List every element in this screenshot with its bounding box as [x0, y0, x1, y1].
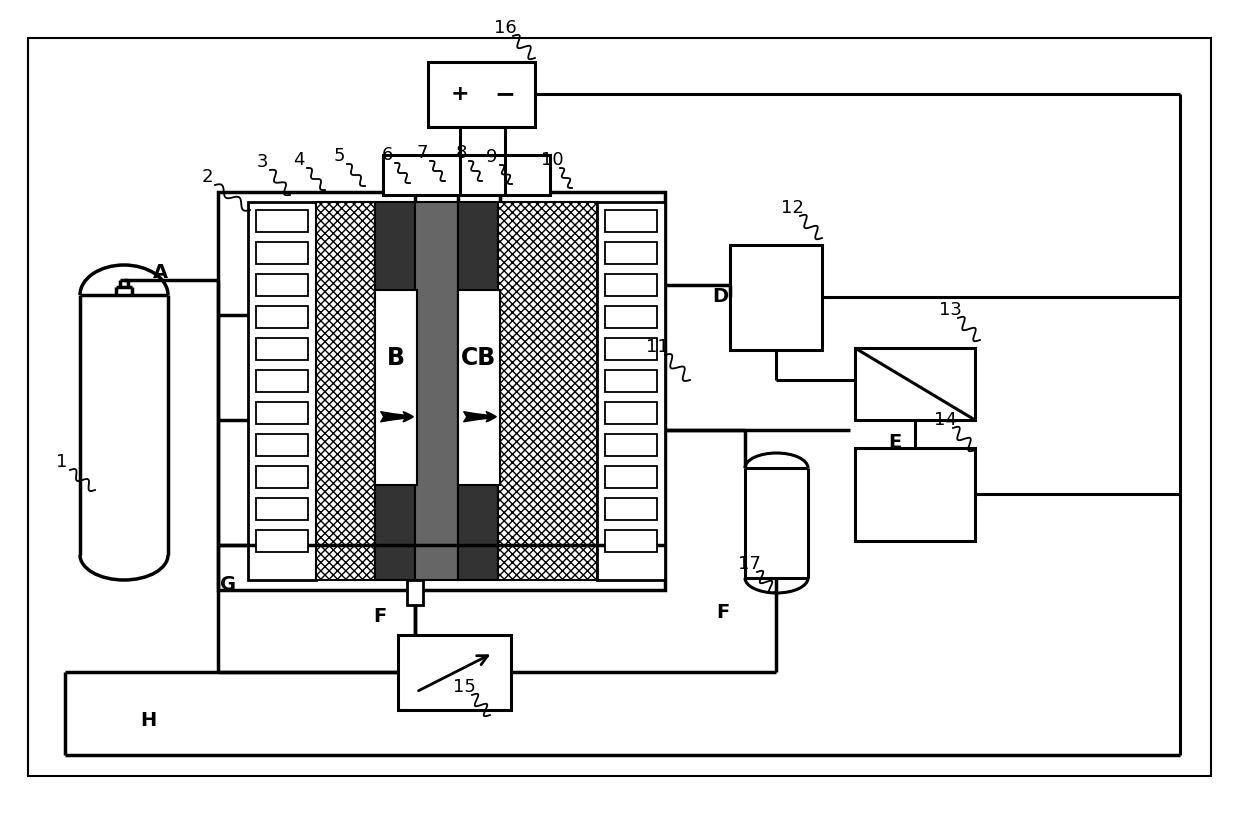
Text: F: F [716, 603, 730, 623]
Text: 17: 17 [737, 555, 761, 573]
Text: 11: 11 [646, 338, 668, 356]
Bar [375, 202, 415, 580]
Bar [605, 466, 657, 488]
Text: 2: 2 [201, 168, 213, 186]
Bar [256, 466, 309, 488]
Bar [605, 434, 657, 456]
Bar [218, 192, 665, 590]
Bar [256, 210, 309, 232]
Bar [398, 635, 510, 710]
Text: 3: 3 [256, 153, 268, 171]
Text: 15: 15 [452, 678, 476, 696]
Bar [730, 245, 821, 350]
Text: 8: 8 [455, 144, 467, 162]
Bar [855, 348, 975, 420]
Bar [427, 62, 535, 127]
Text: 6: 6 [382, 146, 393, 164]
Text: A: A [152, 262, 167, 282]
Text: +: + [451, 84, 470, 104]
Text: 10: 10 [540, 151, 564, 169]
Bar [605, 402, 657, 424]
Bar [605, 370, 657, 392]
Bar [605, 530, 657, 552]
Bar [458, 290, 501, 485]
Bar [316, 202, 375, 580]
Bar [256, 498, 309, 520]
Bar [415, 202, 458, 580]
Text: 13: 13 [939, 301, 961, 319]
Text: D: D [712, 287, 729, 307]
Bar [256, 338, 309, 360]
Text: 12: 12 [781, 199, 803, 217]
Bar [256, 402, 309, 424]
Bar [406, 580, 422, 605]
Bar [605, 498, 657, 520]
Bar [597, 202, 665, 580]
Bar [375, 290, 418, 485]
Text: E: E [888, 432, 902, 452]
Text: 7: 7 [416, 144, 427, 162]
Text: F: F [373, 607, 387, 627]
Bar [256, 242, 309, 264]
Text: H: H [140, 711, 156, 729]
Bar [383, 155, 550, 195]
Text: 1: 1 [56, 453, 68, 471]
Text: 16: 16 [493, 19, 517, 37]
Bar [256, 306, 309, 328]
Text: 14: 14 [933, 411, 957, 429]
Bar [256, 274, 309, 296]
Text: B: B [387, 346, 405, 370]
Bar [855, 448, 975, 541]
Text: 9: 9 [486, 148, 498, 166]
Bar [498, 202, 597, 580]
Bar [248, 202, 316, 580]
Bar [605, 210, 657, 232]
Text: G: G [221, 575, 237, 594]
Text: CB: CB [461, 346, 497, 370]
Bar [256, 370, 309, 392]
Bar [256, 530, 309, 552]
Text: −: − [494, 82, 515, 106]
Text: 5: 5 [333, 147, 344, 165]
Bar [458, 202, 498, 580]
Text: 4: 4 [294, 151, 305, 169]
Bar [605, 274, 657, 296]
Bar [605, 338, 657, 360]
Bar [605, 306, 657, 328]
Bar [605, 242, 657, 264]
Bar [256, 434, 309, 456]
